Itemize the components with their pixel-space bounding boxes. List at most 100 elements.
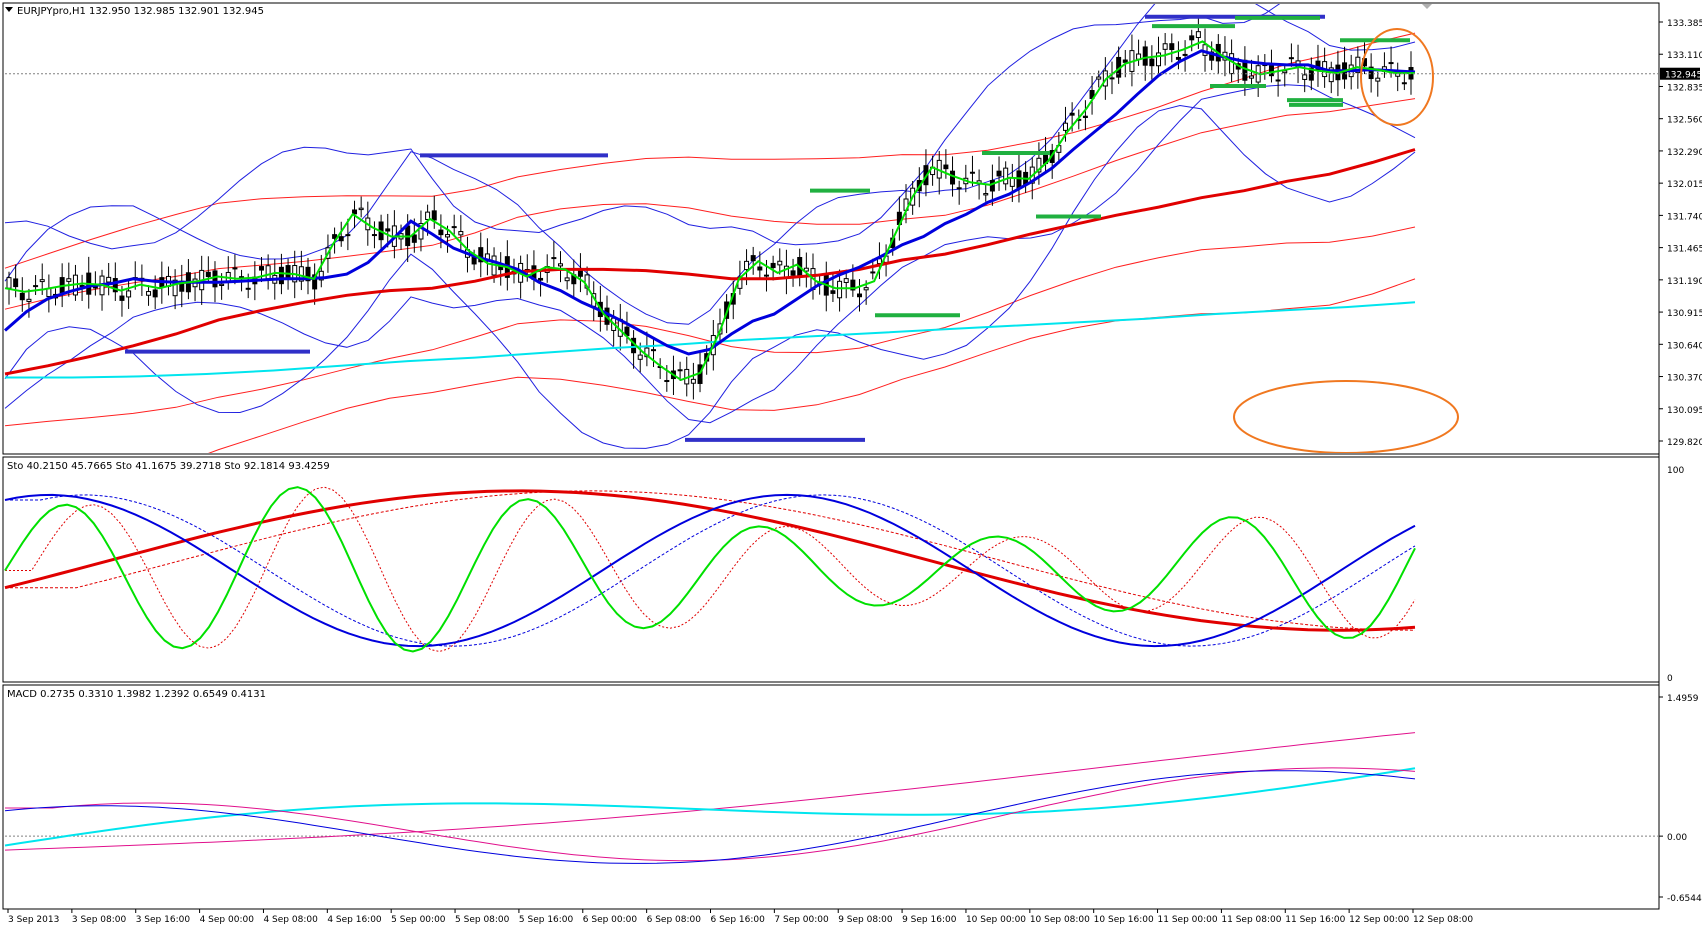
- candle-body: [1016, 170, 1022, 189]
- candle-body: [644, 347, 650, 358]
- candle-body: [66, 278, 72, 282]
- candle-body: [1388, 62, 1394, 65]
- candle-body: [1368, 66, 1374, 80]
- time-tick-label: 5 Sep 16:00: [519, 915, 574, 925]
- price-tick-label: 131.465: [1667, 245, 1702, 255]
- price-tick-label: 133.385: [1667, 19, 1702, 29]
- candle-body: [1003, 167, 1009, 185]
- time-tick-label: 11 Sep 00:00: [1158, 915, 1218, 925]
- time-tick-label: 4 Sep 08:00: [263, 915, 318, 925]
- price-tick-label: 132.560: [1667, 116, 1702, 126]
- ma-long-line: [5, 301, 1416, 379]
- candle-body: [850, 279, 856, 291]
- time-tick-label: 11 Sep 16:00: [1285, 915, 1345, 925]
- price-tick-label: 132.835: [1667, 83, 1702, 93]
- time-tick-label: 3 Sep 16:00: [136, 915, 191, 925]
- macd-histogram-line: [4, 770, 1416, 864]
- ema-fast-line: [4, 40, 1415, 382]
- price-tick-label: 131.190: [1667, 277, 1702, 287]
- candle-body: [46, 288, 52, 298]
- current-price-label: 132.945: [1665, 71, 1702, 81]
- current-price-box: [1660, 67, 1700, 80]
- candle-body: [1282, 70, 1288, 74]
- time-tick-label: 6 Sep 16:00: [711, 915, 766, 925]
- candle-body: [298, 266, 304, 282]
- candle-body: [458, 231, 464, 236]
- candle-body: [1069, 112, 1075, 116]
- time-tick-label: 10 Sep 00:00: [966, 915, 1026, 925]
- candle-body: [1149, 58, 1155, 67]
- price-tick-label: 130.915: [1667, 309, 1702, 319]
- stochastic-fast-line: [4, 486, 1416, 653]
- candle-body: [385, 228, 391, 232]
- time-tick-label: 4 Sep 00:00: [200, 915, 255, 925]
- stochastic-tick-label: 100: [1667, 466, 1684, 476]
- candle-body: [983, 193, 989, 196]
- candle-body: [418, 223, 424, 240]
- candle-body: [232, 267, 238, 270]
- candle-body: [332, 234, 338, 239]
- candle-body: [172, 279, 178, 297]
- candle-body: [79, 285, 85, 288]
- candle-body: [1249, 75, 1255, 79]
- price-plot: [4, 4, 1658, 453]
- chart-menu-icon[interactable]: [5, 7, 13, 12]
- candle-body: [1229, 53, 1235, 75]
- candle-body: [205, 271, 211, 278]
- macd-tick-label: 1.4959: [1667, 694, 1699, 704]
- highlight-ellipse: [1360, 28, 1434, 126]
- stochastic-plot: [4, 486, 1416, 653]
- price-tick-label: 133.110: [1667, 51, 1702, 61]
- candle-body: [112, 278, 118, 293]
- candle-body: [943, 164, 949, 170]
- candle-body: [1109, 77, 1115, 80]
- candle-body: [425, 211, 431, 220]
- time-tick-label: 7 Sep 00:00: [774, 915, 829, 925]
- stochastic-slow-signal: [5, 490, 1416, 631]
- candle-body: [358, 207, 364, 211]
- candle-body: [863, 287, 869, 291]
- stochastic-panel: [2, 456, 1660, 683]
- candle-body: [305, 266, 311, 282]
- candle-body: [950, 170, 956, 185]
- candle-body: [265, 265, 271, 280]
- candle-body: [278, 266, 284, 285]
- candle-body: [837, 280, 843, 299]
- candle-body: [1169, 43, 1175, 51]
- candle-body: [1268, 65, 1274, 77]
- candle-body: [770, 262, 776, 269]
- candle-body: [1302, 74, 1308, 80]
- candle-body: [245, 287, 251, 290]
- candle-body: [19, 292, 25, 301]
- candle-body: [39, 279, 45, 283]
- candle-body: [1375, 77, 1381, 82]
- envelope-line: [4, 98, 1416, 310]
- highlight-ellipse: [1233, 380, 1459, 453]
- time-tick-label: 12 Sep 08:00: [1413, 915, 1473, 925]
- candle-body: [637, 354, 643, 360]
- price-tick-label: 131.740: [1667, 212, 1702, 222]
- candle-body: [996, 170, 1002, 177]
- candle-body: [1122, 59, 1128, 63]
- candle-body: [651, 349, 657, 352]
- symbol-header: EURJPYpro,H1 132.950 132.985 132.901 132…: [17, 6, 264, 17]
- time-tick-label: 5 Sep 08:00: [455, 915, 510, 925]
- time-tick-label: 10 Sep 16:00: [1094, 915, 1154, 925]
- time-tick-label: 4 Sep 16:00: [327, 915, 382, 925]
- candle-body: [1275, 79, 1281, 82]
- candle-body: [1082, 115, 1088, 119]
- candle-body: [26, 298, 32, 302]
- candle-body: [1209, 51, 1215, 61]
- chart-shift-icon[interactable]: [1422, 4, 1432, 9]
- candle-body: [763, 274, 769, 277]
- candle-body: [106, 276, 112, 283]
- macd-plot: [4, 732, 1658, 864]
- candle-body: [790, 270, 796, 276]
- bollinger-band-line: [4, 4, 1281, 250]
- time-tick-label: 10 Sep 08:00: [1030, 915, 1090, 925]
- candle-body: [857, 293, 863, 298]
- candle-body: [1195, 31, 1201, 39]
- candle-body: [1242, 59, 1248, 81]
- candle-body: [445, 234, 451, 238]
- candle-body: [1175, 56, 1181, 60]
